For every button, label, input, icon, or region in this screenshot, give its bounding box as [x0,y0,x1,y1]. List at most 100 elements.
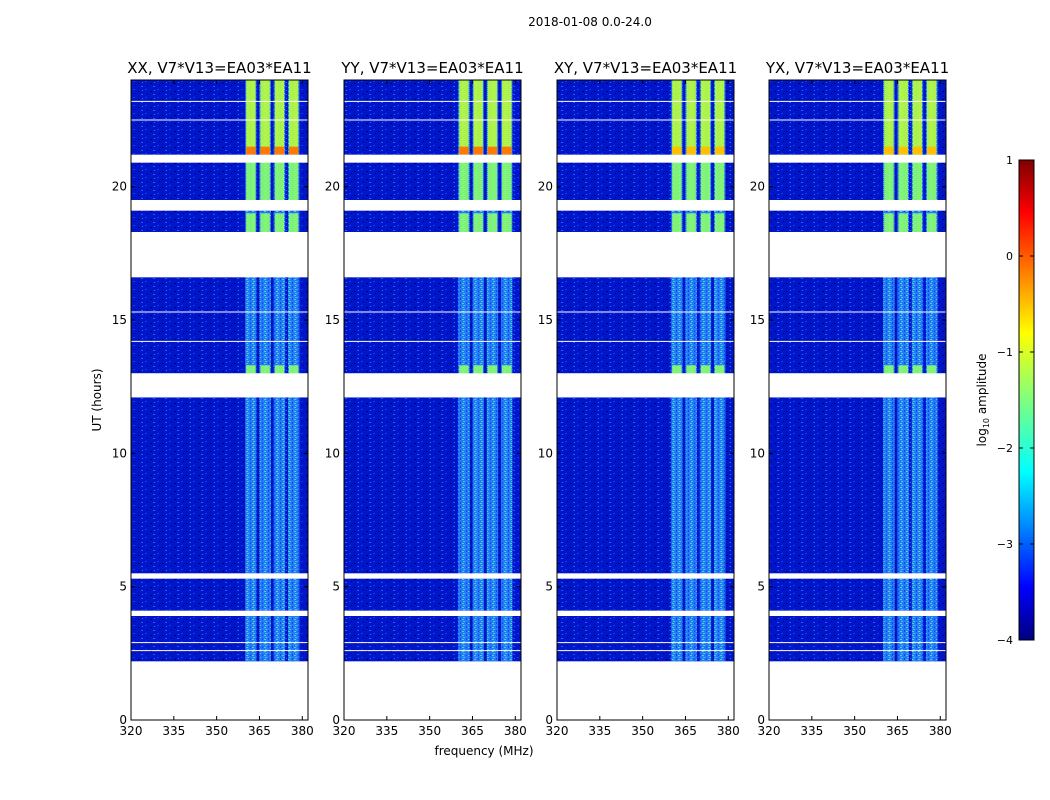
bright-segment-2-2 [260,213,270,240]
dropout-3 [557,373,734,398]
dropout-4 [769,232,946,278]
panel-1: XX, V7*V13=EA03*EA11 320 335 350 365 380 0 5 10 1… [112,59,314,738]
y-tick-label: 20 [112,180,127,194]
x-tick-label: 335 [162,724,185,738]
rfi-channel-1-1 [883,397,895,662]
dropout-2 [131,573,308,579]
bright-segment-2-4 [289,213,299,240]
dropout-4 [131,232,308,278]
hot-spot-2 [473,146,483,155]
dropout-2 [557,573,734,579]
bright-segment-4-3 [487,80,498,155]
bright-segment-3-2 [260,160,270,200]
bright-segment-2-1 [459,213,469,240]
figure-title: 2018-01-08 0.0-24.0 [528,15,652,29]
y-tick-label: 15 [112,313,127,327]
y-tick-label: 15 [325,313,340,327]
bright-segment-3-1 [246,160,256,200]
bright-segment-2-1 [672,213,682,240]
rfi-channel-1-3 [699,397,712,662]
y-tick-label: 5 [119,580,127,594]
rfi-channel-1-4 [501,397,513,662]
colorbar-tick-label: −4 [997,634,1013,647]
hot-spot-4 [927,146,937,155]
bright-segment-3-4 [927,160,937,200]
bright-segment-4-1 [884,80,894,155]
hot-spot-1 [884,146,894,155]
axes-frame [556,79,735,721]
y-tick-label: 5 [545,580,553,594]
dropout-2 [344,573,521,579]
dropout-6 [557,154,734,163]
hot-spot-3 [487,146,498,155]
rfi-channel-1-2 [685,397,697,662]
rfi-channel-1-1 [458,397,470,662]
hot-spot-4 [715,146,725,155]
hot-spot-1 [459,146,469,155]
colorbar-label-subscript: 10 [982,418,991,428]
y-tick-label: 20 [325,180,340,194]
colorbar-tick-label: 1 [1006,154,1013,167]
hot-spot-3 [912,146,923,155]
x-tick-label: 365 [461,724,484,738]
hot-spot-1 [672,146,682,155]
bright-segment-2-1 [884,213,894,240]
dropout-6 [769,154,946,163]
y-tick-label: 20 [750,180,765,194]
rfi-channel-1-3 [911,397,924,662]
x-tick-label: 320 [758,724,781,738]
y-tick-label: 10 [325,446,340,460]
y-tick-label: 15 [750,313,765,327]
bright-segment-2-3 [274,213,285,240]
y-tick-label: 0 [545,713,553,727]
rfi-channel-1-2 [472,397,484,662]
panel-title: YY, V7*V13=EA03*EA11 [340,59,523,77]
bright-segment-4-4 [715,80,725,155]
bright-segment-4-2 [473,80,483,155]
bright-segment-4-2 [260,80,270,155]
bright-segment-2-2 [686,213,696,240]
y-tick-label: 15 [538,313,553,327]
rfi-channel-1-4 [714,397,726,662]
x-tick-label: 320 [546,724,569,738]
y-tick-label: 5 [757,580,765,594]
bright-segment-4-3 [700,80,711,155]
rfi-channel-1-1 [245,397,257,662]
bright-segment-4-1 [459,80,469,155]
bright-segment-2-4 [927,213,937,240]
bright-segment-4-2 [898,80,908,155]
colorbar-label-amplitude: amplitude [975,354,989,418]
bright-segment-3-2 [473,160,483,200]
dropout-4 [344,232,521,278]
hot-spot-4 [289,146,299,155]
bright-segment-2-4 [502,213,512,240]
bright-segment-3-3 [274,160,285,200]
dropout-1 [769,610,946,616]
y-tick-label: 0 [119,713,127,727]
x-tick-label: 380 [291,724,314,738]
x-tick-label: 365 [886,724,909,738]
x-tick-label: 380 [929,724,952,738]
bright-segment-3-4 [715,160,725,200]
y-tick-label: 10 [750,446,765,460]
hot-spot-2 [686,146,696,155]
bright-segment-2-1 [246,213,256,240]
panel-title: XY, V7*V13=EA03*EA11 [554,59,737,77]
axes-frame [130,79,309,721]
colorbar-tick-label: −1 [997,346,1013,359]
x-tick-label: 350 [631,724,654,738]
bright-segment-4-4 [289,80,299,155]
y-tick-label: 5 [332,580,340,594]
x-tick-label: 380 [504,724,527,738]
bright-segment-3-2 [686,160,696,200]
colorbar-label: log10 amplitude [975,354,991,447]
bright-segment-3-3 [912,160,923,200]
y-tick-label: 10 [538,446,553,460]
panels-container: XX, V7*V13=EA03*EA11 320 335 350 365 380 0 5 10 1… [112,59,952,738]
bright-segment-3-4 [502,160,512,200]
bright-segment-4-3 [274,80,285,155]
bright-segment-2-3 [700,213,711,240]
bright-segment-2-2 [473,213,483,240]
colorbar-tick-label: −3 [997,538,1013,551]
